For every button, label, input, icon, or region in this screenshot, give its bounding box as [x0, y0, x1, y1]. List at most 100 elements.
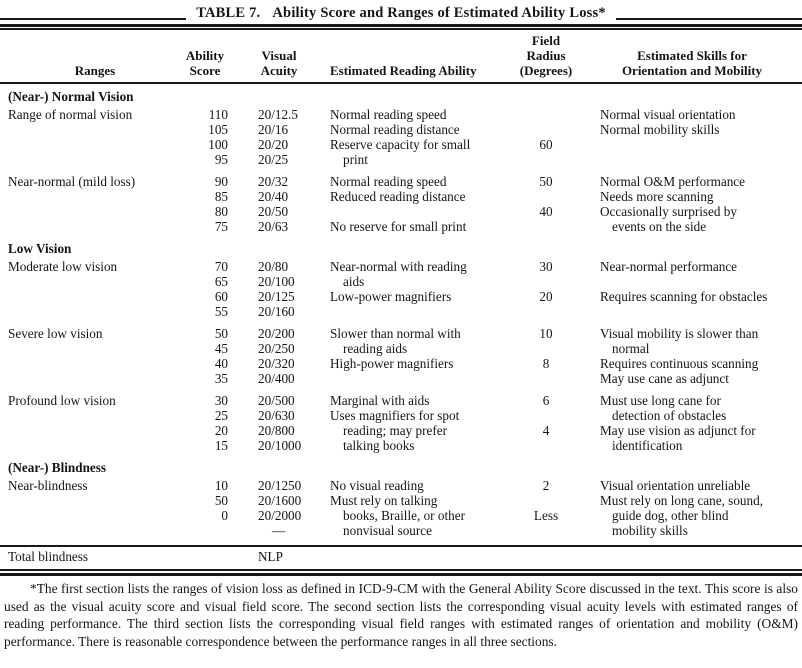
range-label	[8, 423, 182, 438]
column-header-ability-score: Ability Score	[182, 33, 228, 78]
visual-acuity: 20/20	[258, 137, 289, 152]
visual-acuity: 20/125	[258, 289, 295, 304]
om-skills: Visual orientation unreliable	[600, 478, 751, 493]
visual-acuity: 20/25	[258, 152, 289, 167]
range-label	[8, 219, 182, 234]
reading-ability: print	[343, 152, 368, 167]
row-group: Severe low vision 50 20/200 Slower than nor…	[0, 326, 802, 386]
column-header-line: Estimated Skills for	[637, 48, 747, 63]
visual-acuity: 20/630	[258, 408, 295, 423]
ability-score: 40	[214, 356, 228, 371]
table-row: 100 20/20 Reserve capacity for small 60	[0, 137, 802, 152]
row-group: Profound low vision 30 20/500 Marginal with…	[0, 393, 802, 453]
reading-ability: No visual reading	[330, 478, 424, 493]
om-skills: May use cane as adjunct	[600, 371, 729, 386]
table-row: 0 20/2000 books, Braille, or other Less guid…	[0, 508, 802, 523]
om-skills	[590, 549, 794, 565]
section-heading: (Near-) Normal Vision	[8, 89, 134, 104]
om-skills: normal	[612, 341, 650, 356]
reading-ability: books, Braille, or other	[343, 508, 465, 523]
om-skills: Must use long cane for	[600, 393, 721, 408]
visual-acuity: 20/16	[258, 122, 289, 137]
table-row: Near-normal (mild loss) 90 20/32 Normal rea…	[0, 174, 802, 189]
field-radius	[502, 304, 590, 319]
column-header-line: Field	[531, 33, 561, 48]
table-row: Severe low vision 50 20/200 Slower than nor…	[0, 326, 802, 341]
ability-score: 45	[214, 341, 228, 356]
row-group: Moderate low vision 70 20/80 Near-normal wi…	[0, 259, 802, 319]
visual-acuity: —	[272, 523, 286, 538]
table-row: 95 20/25 print	[0, 152, 802, 167]
om-skills: Requires scanning for obstacles	[600, 289, 768, 304]
field-radius: 10	[539, 326, 553, 341]
range-label: Total blindness	[8, 549, 89, 564]
column-header-line: Ranges	[74, 63, 116, 78]
om-skills	[590, 152, 794, 167]
ability-score: 100	[208, 137, 228, 152]
table-number: TABLE 7.	[196, 5, 261, 21]
visual-acuity: 20/800	[258, 423, 295, 438]
table-row: 35 20/400 May use cane as adjunct	[0, 371, 802, 386]
range-label: Range of normal vision	[8, 107, 133, 122]
om-skills	[590, 137, 794, 152]
table-row: — nonvisual source mobility skills	[0, 523, 802, 538]
range-label	[8, 137, 182, 152]
range-label	[8, 289, 182, 304]
ability-score: 85	[214, 189, 228, 204]
field-radius	[502, 341, 590, 356]
visual-acuity: 20/500	[258, 393, 295, 408]
row-group: Near-blindness 10 20/1250 No visual reading…	[0, 478, 802, 538]
table-row: 15 20/1000 talking books identification	[0, 438, 802, 453]
field-radius	[502, 523, 590, 538]
ability-score: 35	[214, 371, 228, 386]
om-skills: Normal visual orientation	[600, 107, 736, 122]
reading-ability: nonvisual source	[343, 523, 432, 538]
ability-score: 15	[214, 438, 228, 453]
subtotal-rule	[0, 545, 802, 547]
caption-text: TABLE 7. Ability Score and Ranges of Esti…	[186, 5, 616, 22]
table-title: Ability Score and Ranges of Estimated Ab…	[272, 5, 606, 21]
visual-acuity: 20/400	[258, 371, 295, 386]
reading-ability: Near-normal with reading	[330, 259, 467, 274]
visual-acuity: NLP	[258, 549, 283, 564]
caption-rule-right	[615, 18, 802, 20]
reading-ability	[330, 549, 502, 565]
field-radius	[502, 219, 590, 234]
column-header-line: Visual	[261, 48, 297, 63]
range-label	[8, 438, 182, 453]
field-radius	[502, 549, 590, 565]
field-radius: 2	[542, 478, 550, 493]
column-header-line: Estimated Reading Ability	[330, 63, 477, 78]
bottom-rule	[0, 569, 802, 576]
row-group: Range of normal vision 110 20/12.5 Normal r…	[0, 107, 802, 167]
om-skills	[590, 274, 794, 289]
om-skills: Near-normal performance	[600, 259, 738, 274]
field-radius	[502, 438, 590, 453]
field-radius: Less	[533, 508, 559, 523]
table-caption: TABLE 7. Ability Score and Ranges of Esti…	[0, 0, 802, 22]
ability-score: 30	[214, 393, 228, 408]
ability-score: 70	[214, 259, 228, 274]
ability-score: 60	[214, 289, 228, 304]
range-label	[8, 204, 182, 219]
section-heading: (Near-) Blindness	[8, 460, 107, 475]
reading-ability: Reserve capacity for small	[330, 137, 471, 152]
ability-score: 105	[208, 122, 228, 137]
ability-score: 90	[214, 174, 228, 189]
ability-score: 65	[214, 274, 228, 289]
table-row: 20 20/800 reading; may prefer 4 May use visi…	[0, 423, 802, 438]
table-row: 45 20/250 reading aids normal	[0, 341, 802, 356]
ability-score: 20	[214, 423, 228, 438]
ability-score	[182, 549, 228, 565]
ability-score: 80	[214, 204, 228, 219]
ability-score: 110	[208, 107, 228, 122]
visual-acuity: 20/1600	[258, 493, 302, 508]
reading-ability	[330, 304, 502, 319]
field-radius: 30	[539, 259, 553, 274]
table-row: Profound low vision 30 20/500 Marginal with…	[0, 393, 802, 408]
column-header-field-radius: Field Radius (Degrees)	[502, 33, 590, 78]
table-row: 80 20/50 40 Occasionally surprised by	[0, 204, 802, 219]
table-row: 85 20/40 Reduced reading distance Needs mor…	[0, 189, 802, 204]
row-group: Near-normal (mild loss) 90 20/32 Normal rea…	[0, 174, 802, 234]
